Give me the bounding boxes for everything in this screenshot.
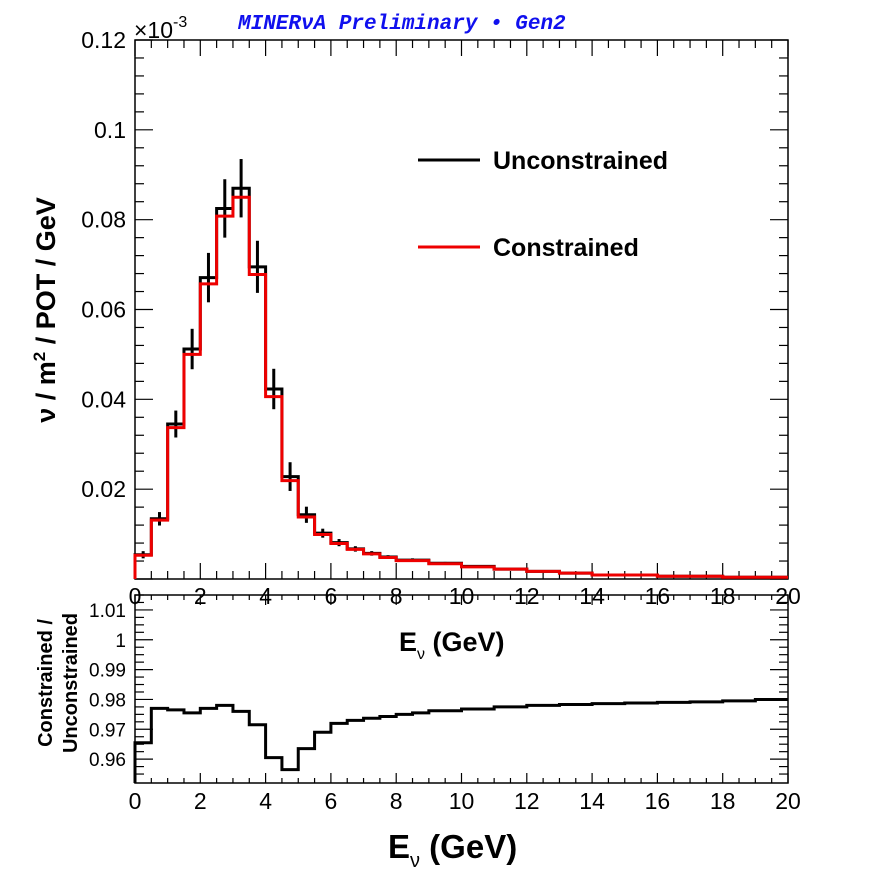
- bottom-x-axis-title: Eν (GeV): [388, 828, 517, 872]
- bottom-x-tick-label: 20: [775, 788, 801, 814]
- top-x-tick-labels: 0 2 4 6 8 10 12 14 16 18 20: [129, 583, 801, 609]
- legend-label-unconstrained: Unconstrained: [493, 147, 668, 175]
- bottom-x-tick-label: 0: [129, 788, 142, 814]
- bottom-y-tick-label: 1: [115, 631, 126, 652]
- bottom-y-tick-labels: 0.96 0.97 0.98 0.99 1 1.01: [89, 601, 126, 771]
- bottom-x-tick-label: 2: [194, 788, 207, 814]
- bottom-y-axis-title-line2: Unconstrained: [60, 613, 82, 753]
- ratio-line: [133, 697, 788, 783]
- top-plot-frame: [134, 39, 789, 580]
- bottom-x-tick-label: 10: [449, 788, 475, 814]
- bottom-x-tick-label: 18: [710, 788, 736, 814]
- legend-label-constrained: Constrained: [493, 234, 639, 262]
- bottom-x-tick-label: 8: [390, 788, 403, 814]
- legend: Unconstrained Constrained: [418, 147, 668, 262]
- top-y-axis-title: ν / m2 / POT / GeV: [30, 197, 61, 423]
- top-x-axis-title: Eν (GeV): [399, 627, 505, 663]
- bottom-y-tick-label: 0.99: [89, 661, 126, 682]
- ratio-histogram: [133, 697, 788, 783]
- top-y-tick-label: 0.04: [81, 386, 126, 412]
- top-y-tick-label: 0.12: [81, 27, 126, 53]
- bottom-plot-frame: [134, 594, 789, 784]
- top-y-tick-label: 0.02: [81, 476, 126, 502]
- bottom-y-axis-title-line1: Constrained /: [35, 619, 57, 747]
- constrained-histogram: [133, 195, 788, 579]
- bottom-x-tick-label: 6: [325, 788, 338, 814]
- top-y-tick-label: 0.06: [81, 297, 126, 323]
- bottom-x-tick-label: 4: [259, 788, 272, 814]
- top-histograms: [133, 159, 788, 579]
- bottom-y-tick-label: 0.97: [89, 720, 126, 741]
- bottom-y-tick-label: 0.96: [89, 750, 126, 771]
- top-panel: 0.02 0.04 0.06 0.08 0.1 0.12 ×10-3 0 2 4 6 8 10 12 1…: [30, 14, 801, 663]
- bottom-x-tick-label: 14: [579, 788, 605, 814]
- y-axis-exponent-label: ×10-3: [134, 14, 187, 43]
- bottom-y-tick-label: 0.98: [89, 690, 126, 711]
- bottom-y-tick-label: 1.01: [89, 601, 126, 622]
- bottom-x-tick-label: 16: [645, 788, 671, 814]
- top-y-tick-labels: 0.02 0.04 0.06 0.08 0.1 0.12: [81, 27, 126, 502]
- preliminary-banner: MINERνA Preliminary • Gen2: [237, 13, 566, 36]
- bottom-axis-ticks: [134, 594, 789, 783]
- top-y-tick-label: 0.08: [81, 207, 126, 233]
- bottom-x-tick-label: 12: [514, 788, 540, 814]
- bottom-x-tick-labels: 0 2 4 6 8 10 12 14 16 18 20: [129, 788, 801, 814]
- top-y-tick-label: 0.1: [94, 117, 126, 143]
- top-axis-ticks: [134, 39, 789, 580]
